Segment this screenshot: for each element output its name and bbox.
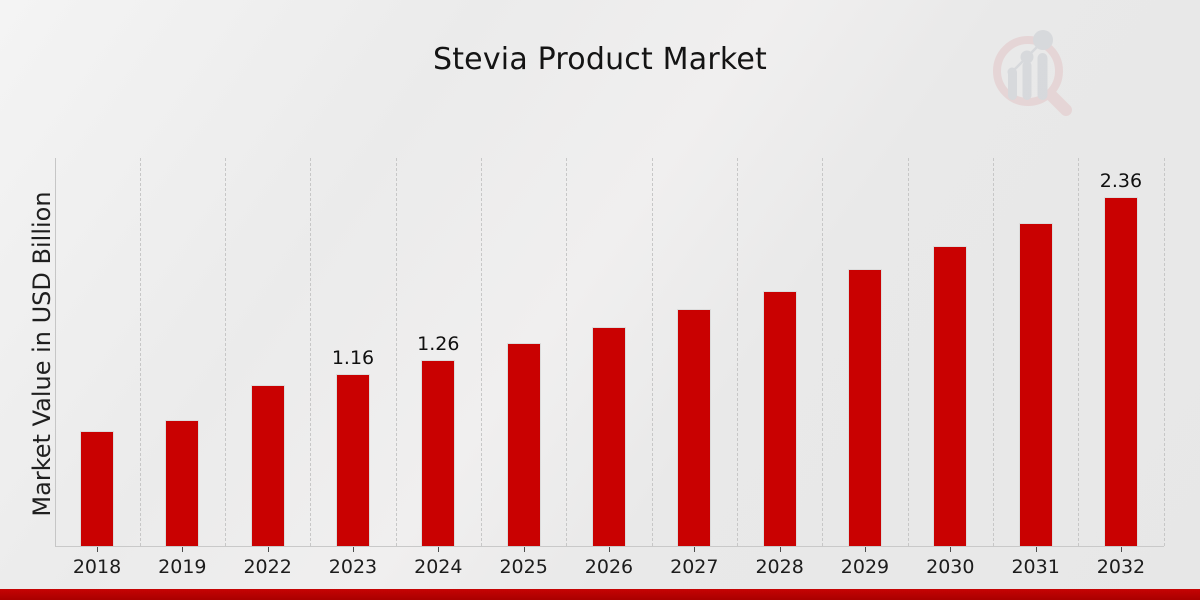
x-axis-tick	[779, 547, 781, 552]
bar-2019	[165, 420, 200, 546]
x-axis-label-2022: 2022	[243, 556, 292, 578]
bar-value-label-2023: 1.16	[331, 347, 375, 369]
x-axis-label-2030: 2030	[926, 556, 975, 578]
vertical-gridline	[651, 158, 653, 546]
bar-2026	[591, 327, 626, 546]
x-axis-tick	[523, 547, 525, 552]
vertical-gridline	[395, 158, 397, 546]
vertical-gridline	[139, 158, 141, 546]
y-axis-label: Market Value in USD Billion	[28, 191, 56, 517]
bar-2031	[1018, 223, 1053, 546]
vertical-gridline	[1078, 158, 1080, 546]
vertical-gridline	[480, 158, 482, 546]
bar-2023	[335, 374, 370, 546]
bar-2027	[677, 309, 712, 546]
magnifier-bar-chart-logo-watermark	[993, 30, 1072, 116]
x-axis-label-2019: 2019	[158, 556, 207, 578]
magnifier-handle-icon	[1045, 89, 1072, 116]
bar-2028	[762, 291, 797, 546]
vertical-gridline	[1163, 158, 1165, 546]
trend-dot-large-icon	[1033, 30, 1053, 50]
x-axis-tick	[438, 547, 440, 552]
x-axis-tick	[1120, 547, 1122, 552]
x-axis-label-2026: 2026	[584, 556, 634, 578]
x-axis-label-2031: 2031	[1011, 556, 1060, 578]
bar-value-label-2032: 2.36	[1099, 170, 1143, 192]
x-axis-label-2024: 2024	[414, 556, 463, 578]
x-axis-label-2032: 2032	[1096, 556, 1146, 578]
x-axis-label-2018: 2018	[72, 556, 122, 578]
plot-area: 2018 2019 2022 1.16 2023 1.26 2024 2025 2026 2027…	[55, 158, 1165, 578]
bar-2018	[80, 431, 114, 546]
vertical-gridline	[224, 158, 226, 546]
vertical-gridline	[566, 158, 568, 546]
x-axis-tick	[694, 547, 696, 552]
bar-2029	[847, 269, 882, 546]
trend-dot-small-icon	[1007, 67, 1017, 77]
bar-2025	[506, 343, 541, 546]
x-axis-label-2029: 2029	[840, 556, 890, 578]
bar-2030	[933, 246, 968, 546]
bar-2022	[250, 385, 285, 546]
vertical-gridline	[907, 158, 909, 546]
vertical-gridline	[736, 158, 738, 546]
x-axis-tick	[608, 547, 610, 552]
x-axis-label-2025: 2025	[499, 556, 548, 578]
logo-bar-tall-icon	[1037, 53, 1048, 100]
x-axis-tick	[182, 547, 184, 552]
x-axis-label-2028: 2028	[755, 556, 804, 578]
bar-2032	[1103, 197, 1138, 546]
x-axis-tick	[352, 547, 354, 552]
vertical-gridline	[822, 158, 824, 546]
footer-red-banner	[0, 589, 1200, 600]
vertical-gridline	[310, 158, 312, 546]
bar-2024	[421, 360, 456, 546]
chart-title: Stevia Product Market	[432, 42, 768, 77]
x-axis-label-2027: 2027	[670, 556, 719, 578]
x-axis-tick	[1035, 547, 1037, 552]
magnifier-lens-icon	[993, 36, 1063, 106]
x-axis-tick	[950, 547, 952, 552]
logo-bar-medium-icon	[1022, 61, 1032, 100]
x-axis-label-2023: 2023	[328, 556, 378, 578]
vertical-gridline	[992, 158, 994, 546]
x-axis-tick	[97, 547, 98, 552]
bar-value-label-2024: 1.26	[417, 333, 460, 355]
x-axis-tick	[267, 547, 269, 552]
trend-dot-medium-icon	[1020, 50, 1034, 64]
x-axis-tick	[864, 547, 866, 552]
